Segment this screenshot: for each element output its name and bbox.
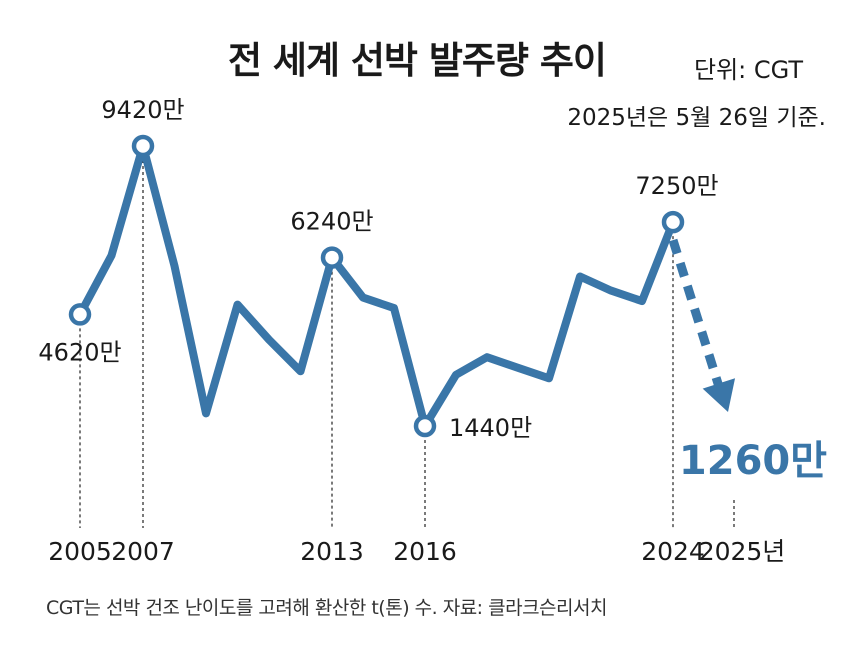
point-marker-2007 bbox=[131, 134, 155, 158]
x-tick-label-2007: 2007 bbox=[111, 537, 175, 566]
value-label-2007: 9420만 bbox=[101, 96, 184, 124]
chart-title: 전 세계 선박 발주량 추이 bbox=[228, 39, 607, 82]
value-label-2025: 1260만 bbox=[679, 438, 827, 484]
value-label-2005: 4620만 bbox=[38, 338, 121, 366]
projection-arrowhead bbox=[702, 378, 736, 412]
point-marker-2005 bbox=[68, 303, 92, 326]
x-tick-label-2016: 2016 bbox=[393, 537, 457, 566]
x-tick-label-2025: 2025년 bbox=[699, 537, 786, 566]
x-tick-label-2024: 2024 bbox=[641, 537, 705, 566]
value-label-2016: 1440만 bbox=[449, 414, 532, 442]
basis-note: 2025년은 5월 26일 기준. bbox=[567, 105, 826, 131]
source-footnote: CGT는 선박 건조 난이도를 고려해 환산한 t(톤) 수. 자료: 클라크슨… bbox=[46, 597, 607, 619]
point-marker-2016 bbox=[413, 414, 437, 438]
point-marker-2024 bbox=[661, 210, 685, 234]
point-marker-2013 bbox=[320, 246, 344, 269]
unit-label: 단위: CGT bbox=[694, 56, 804, 84]
projection-dashed-line bbox=[668, 238, 725, 392]
value-label-2013: 6240만 bbox=[290, 208, 373, 236]
value-label-2024: 7250만 bbox=[635, 172, 718, 200]
x-tick-label-2005: 2005 bbox=[48, 537, 112, 566]
series-line bbox=[76, 142, 677, 430]
x-tick-label-2013: 2013 bbox=[300, 537, 364, 566]
